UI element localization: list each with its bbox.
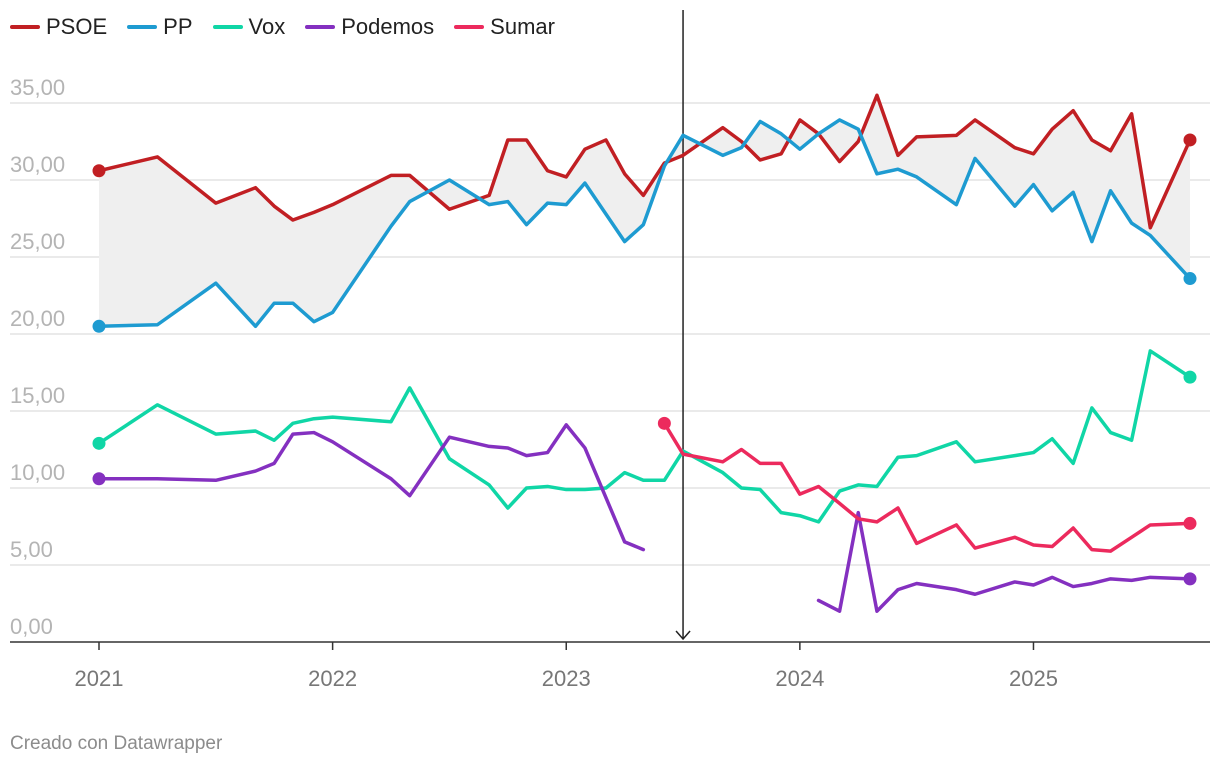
legend-item-pp: PP [127,14,193,40]
legend-label: Vox [248,14,286,39]
end-dot-pp [1183,272,1197,286]
y-tick-label: 35,00 [10,75,65,100]
end-dot-vox [1183,370,1197,384]
legend-item-podemos: Podemos [305,14,434,40]
start-dot-sumar [657,416,671,430]
legend-swatch [305,25,336,29]
x-tick-label: 2022 [308,666,357,691]
gap-area [99,95,1190,327]
series-line-podemos [97,423,646,552]
x-tick-label: 2025 [1009,666,1058,691]
y-tick-label: 20,00 [10,306,65,331]
y-tick-label: 5,00 [10,537,53,562]
series-line-pp [97,118,1192,329]
end-dot-sumar [1183,516,1197,530]
x-tick-label: 2024 [775,666,824,691]
legend-swatch [212,25,243,29]
credit-text: Creado con Datawrapper [10,733,223,754]
legend-label: Podemos [341,14,435,39]
legend-item-psoe: PSOE [10,14,107,40]
y-tick-label: 25,00 [10,229,65,254]
x-tick-label: 2023 [542,666,591,691]
legend-swatch [127,25,158,29]
legend-swatch [454,25,485,29]
y-tick-label: 10,00 [10,460,65,485]
legend-label: PP [163,14,193,39]
series-line-psoe [97,93,1192,230]
series-line-vox [97,349,1192,524]
legend-label: PSOE [46,14,108,39]
y-tick-label: 15,00 [10,383,65,408]
end-dot-podemos [1183,572,1197,586]
end-dot-psoe [1183,133,1197,147]
x-tick-label: 2021 [75,666,124,691]
start-dot-psoe [92,164,106,178]
legend-label: Sumar [490,14,555,39]
start-dot-podemos [92,472,106,486]
reference-arrow [675,630,691,641]
legend-item-sumar: Sumar [454,14,555,40]
legend: PSOE PP Vox Podemos Sumar [10,14,555,40]
legend-swatch [10,25,40,29]
start-dot-vox [92,436,106,450]
y-tick-label: 30,00 [10,152,65,177]
series-line-podemos [816,510,1192,613]
series-line-sumar [662,421,1192,553]
start-dot-pp [92,319,106,333]
y-tick-label: 0,00 [10,614,53,639]
legend-item-vox: Vox [212,14,286,40]
